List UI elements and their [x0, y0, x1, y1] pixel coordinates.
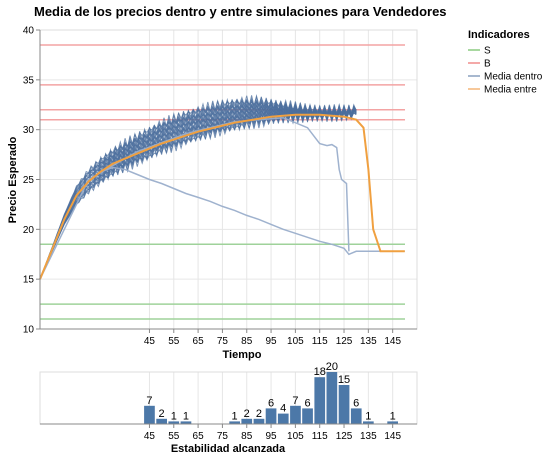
legend-label: S [484, 46, 491, 57]
bar-value-label: 1 [232, 410, 238, 422]
x-tick-label: 135 [360, 336, 377, 347]
histogram-bar [387, 421, 398, 424]
bar-value-label: 1 [171, 410, 177, 422]
histogram-bar [363, 421, 374, 424]
y-axis-title: Precio Esperado [7, 136, 19, 223]
legend-title: Indicadores [468, 29, 530, 41]
bar-value-label: 1 [390, 410, 396, 422]
legend: Indicadores SB Media dentro Media entre [468, 29, 543, 96]
bar-value-label: 6 [268, 397, 274, 409]
histogram-bar [326, 372, 338, 424]
x-tick-label: 95 [266, 336, 278, 347]
y-tick-label: 35 [23, 75, 35, 86]
bar-axes: 45 55 65 75 85 95 105 115 125 135 145 [40, 423, 417, 442]
histogram-bar [302, 408, 313, 424]
y-tick-label: 10 [23, 325, 35, 336]
x-tick-label: 115 [312, 336, 328, 347]
x-tick-label: 65 [193, 336, 205, 347]
x-tick-label: 75 [217, 336, 229, 347]
histogram-bar [180, 421, 192, 424]
bar-value-label: 2 [159, 408, 165, 420]
chart-title: Media de los precios dentro y entre simu… [34, 4, 447, 19]
histogram-bar [241, 418, 253, 424]
histogram-bar [253, 418, 265, 424]
histogram-bar [277, 413, 289, 424]
histogram-bar [144, 405, 155, 424]
bar-x-tick-label: 95 [266, 431, 278, 442]
bar-value-label: 6 [353, 397, 359, 409]
legend-label: B [484, 59, 491, 70]
bar-value-label: 1 [365, 410, 371, 422]
histogram-bar [290, 405, 301, 424]
bar-x-tick-label: 115 [312, 431, 328, 442]
histogram-bar [229, 421, 240, 424]
bar-value-label: 7 [146, 395, 152, 407]
bar-value-label: 15 [338, 374, 350, 386]
histogram-bar [338, 385, 350, 424]
bar-x-tick-label: 45 [144, 431, 156, 442]
y-tick-label: 30 [23, 125, 35, 136]
bar-x-tick-label: 145 [384, 431, 401, 442]
media-dentro-outlier-line [39, 116, 350, 280]
x-axis-title: Tiempo [223, 349, 262, 361]
bar-x-tick-label: 105 [287, 431, 304, 442]
x-tick-label: 145 [384, 336, 401, 347]
legend-label: Media dentro [484, 72, 543, 83]
histogram-bar [168, 421, 180, 424]
bar-x-tick-label: 55 [168, 431, 180, 442]
x-tick-label: 125 [336, 336, 353, 347]
media-entre-line [39, 113, 405, 280]
y-tick-label: 25 [23, 175, 35, 186]
legend-label: Media entre [484, 85, 537, 96]
x-tick-label: 105 [287, 336, 304, 347]
bar-value-label: 1 [183, 410, 189, 422]
x-tick-label: 45 [144, 336, 156, 347]
histogram-bar [156, 418, 167, 424]
bar-value-label: 2 [256, 408, 262, 420]
x-tick-label: 85 [241, 336, 253, 347]
bar-value-label: 7 [292, 395, 298, 407]
y-tick-label: 40 [23, 26, 35, 37]
y-tick-label: 20 [23, 225, 35, 236]
bar-value-label: 2 [244, 408, 250, 420]
bar-x-tick-label: 85 [241, 431, 253, 442]
bar-value-label: 20 [326, 361, 338, 373]
histogram-bar [314, 377, 326, 424]
histogram-bar [350, 408, 362, 424]
bar-value-label: 18 [314, 366, 326, 378]
series-lines [39, 94, 405, 280]
x-tick-label: 55 [168, 336, 180, 347]
media-dentro-simulation-line [39, 94, 357, 280]
bar-x-tick-label: 75 [217, 431, 229, 442]
bar-value-label: 6 [304, 397, 310, 409]
bar-x-tick-label: 65 [193, 431, 205, 442]
main-axes: 10 15 20 25 30 35 40 45 55 65 75 85 95 105 115 125 135 14… [23, 26, 417, 347]
y-tick-label: 15 [23, 275, 35, 286]
bar-x-axis-title: Estabilidad alcanzada [171, 443, 286, 455]
histogram-bar [265, 408, 277, 424]
bar-value-label: 4 [280, 403, 286, 415]
bar-x-tick-label: 125 [336, 431, 353, 442]
bar-x-tick-label: 135 [360, 431, 377, 442]
